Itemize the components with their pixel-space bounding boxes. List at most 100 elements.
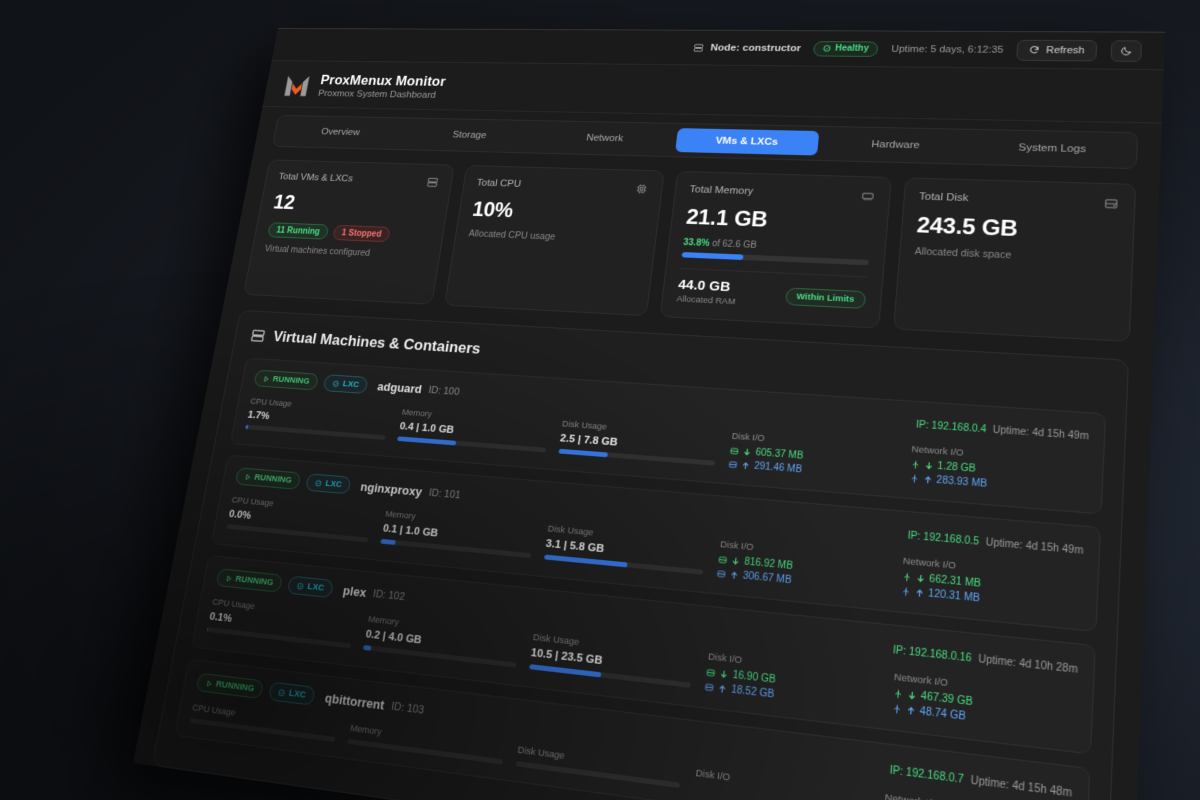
refresh-label: Refresh	[1045, 44, 1085, 56]
network-in-icon	[893, 689, 903, 700]
network-out-icon	[891, 704, 901, 715]
vm-panel-title: Virtual Machines & Containers	[271, 328, 482, 358]
metric-network-io: Network I/O 467.39 GB 48.74 GB	[891, 672, 1076, 736]
play-icon	[244, 473, 252, 481]
refresh-button[interactable]: Refresh	[1016, 39, 1098, 61]
metric-memory: Memory	[347, 723, 505, 765]
arrow-up-icon	[914, 588, 924, 598]
tab-storage[interactable]: Storage	[451, 129, 488, 141]
node-indicator: Node: constructor	[693, 42, 802, 54]
within-limits-badge: Within Limits	[785, 287, 866, 309]
memory-total: of 62.6 GB	[711, 238, 758, 251]
vm-type-badge: LXC	[268, 681, 317, 706]
vm-status-badge: RUNNING	[215, 568, 284, 593]
stat-card-subtitle: Allocated disk space	[914, 246, 1012, 262]
metric-cpu: CPU Usage 0.0%	[226, 495, 374, 543]
stat-card-title: Total Memory	[688, 184, 754, 197]
stat-card-title: Total Disk	[918, 191, 969, 204]
vm-status-label: RUNNING	[271, 374, 311, 387]
play-icon	[262, 375, 270, 382]
status-badge-healthy: Healthy	[812, 40, 879, 57]
disk-write-icon	[717, 569, 727, 579]
tab-network[interactable]: Network	[585, 132, 624, 144]
health-label: Healthy	[834, 43, 870, 54]
arrow-down-icon	[906, 690, 916, 701]
vm-identity: RUNNING LXC adguard ID: 100	[253, 369, 460, 401]
vm-status-badge: RUNNING	[253, 369, 320, 391]
node-label: Node: constructor	[709, 42, 802, 54]
page-title: ProxMenux Monitor	[319, 73, 447, 90]
vm-network-info: IP: 192.168.0.5 Uptime: 4d 15h 49m	[907, 525, 1084, 559]
status-pill-running: 11 Running	[267, 222, 330, 240]
servers-icon	[249, 328, 266, 344]
server-icon	[693, 43, 705, 53]
container-icon	[332, 380, 340, 388]
metric-disk-io: Disk I/O 16.90 GB 18.52 GB	[704, 651, 880, 712]
allocated-ram-label: Allocated RAM	[675, 294, 736, 308]
stat-card-value: 243.5 GB	[915, 213, 1019, 242]
proxmenux-m-logo	[284, 75, 310, 97]
allocated-ram-value: 44.0 GB	[677, 277, 732, 295]
stat-card-header: Total Memory	[689, 184, 875, 202]
disk-read-value: 16.90 GB	[732, 669, 777, 686]
arrow-down-icon	[731, 556, 741, 566]
vm-status-badge: RUNNING	[195, 672, 265, 700]
stat-card-value: 21.1 GB	[684, 205, 769, 233]
net-out-value: 283.93 MB	[935, 474, 988, 490]
vm-type-label: LXC	[288, 687, 307, 701]
stat-card-total-cpu: Total CPU 10% Allocated CPU usage	[443, 165, 665, 317]
tab-system-logs[interactable]: System Logs	[1018, 142, 1087, 155]
metric-memory: Memory 0.2 | 4.0 GB	[363, 614, 521, 668]
vm-list-panel: Virtual Machines & Containers RUNNING LXC…	[151, 309, 1130, 800]
disk-write-icon	[728, 460, 738, 469]
vm-type-label: LXC	[324, 478, 343, 490]
moon-icon	[1120, 45, 1133, 56]
refresh-icon	[1029, 45, 1040, 55]
metric-cpu: CPU Usage	[189, 702, 339, 743]
theme-toggle-button[interactable]	[1110, 39, 1143, 62]
divider	[680, 268, 868, 278]
system-uptime: Uptime: 5 days, 6:12:35	[890, 43, 1004, 55]
vm-type-badge: LXC	[305, 473, 352, 495]
container-icon	[315, 479, 323, 487]
arrow-down-icon	[742, 447, 752, 456]
vm-status-badge: RUNNING	[234, 467, 302, 490]
disk-read-icon	[730, 446, 740, 455]
vm-id: ID: 103	[390, 700, 425, 717]
vm-name: nginxproxy	[359, 479, 424, 499]
vm-uptime: Uptime: 4d 15h 49m	[992, 424, 1090, 442]
arrow-up-icon	[717, 684, 727, 694]
disk-read-icon	[718, 555, 728, 565]
vm-network-info: IP: 192.168.0.16 Uptime: 4d 10h 28m	[892, 639, 1079, 678]
tab-vms-lxcs[interactable]: VMs & LXCs	[675, 128, 820, 156]
tab-overview[interactable]: Overview	[320, 127, 361, 138]
container-icon	[278, 688, 286, 697]
arrow-down-icon	[924, 461, 934, 471]
vm-status-label: RUNNING	[215, 678, 256, 695]
arrow-down-icon	[915, 573, 925, 583]
net-in-value: 662.31 MB	[928, 573, 982, 590]
network-in-icon	[910, 460, 920, 470]
vm-name: adguard	[376, 379, 423, 396]
proxmenux-monitor-app: Node: constructor Healthy Uptime: 5 days…	[133, 28, 1166, 800]
network-in-icon	[902, 572, 912, 582]
net-out-value: 48.74 GB	[919, 705, 967, 724]
metric-disk: Disk Usage	[515, 744, 682, 789]
arrow-up-icon	[923, 475, 933, 485]
vm-type-badge: LXC	[322, 374, 369, 394]
metric-cpu: CPU Usage 0.1%	[206, 597, 357, 649]
arrow-down-icon	[719, 669, 729, 679]
net-out-value: 120.31 MB	[927, 588, 981, 605]
network-out-icon	[900, 587, 910, 597]
net-in-value: 1.28 GB	[937, 460, 977, 475]
metric-disk-io: Disk I/O 605.37 MB 291.46 MB	[728, 431, 898, 483]
stat-card-pills: 11 Running 1 Stopped	[267, 222, 430, 244]
vm-rows-container: RUNNING LXC adguard ID: 100 IP: 192.168.0.4 U…	[173, 357, 1107, 800]
vm-id: ID: 101	[428, 486, 462, 501]
vm-type-label: LXC	[342, 379, 360, 390]
metric-disk-io: Disk I/O 816.92 MB 306.67 MB	[716, 539, 888, 595]
tab-hardware[interactable]: Hardware	[870, 139, 921, 151]
disk-write-value: 18.52 GB	[730, 684, 775, 701]
vm-status-label: RUNNING	[234, 573, 275, 589]
